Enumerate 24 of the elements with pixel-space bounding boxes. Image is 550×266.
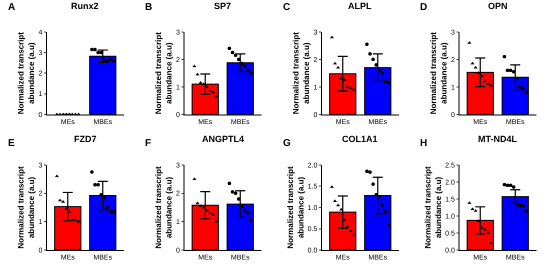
y-axis-title: Normalized transcript abundance (a.u) [429, 32, 449, 114]
chart-title: Runx2 [71, 1, 99, 11]
y-axis-title: Normalized transcript abundance (a.u) [154, 32, 174, 114]
chart-title: ANGPTL4 [202, 134, 244, 144]
text: F [145, 138, 152, 149]
chart-title: ALPL [348, 1, 372, 11]
text: G [283, 138, 291, 149]
chart-title: OPN [488, 1, 508, 11]
y-axis-title: Normalized transcript abundance (a.u) [16, 166, 36, 249]
chart-title: FZD7 [74, 134, 96, 144]
text: C [283, 2, 290, 13]
text: D [420, 2, 428, 13]
y-axis-title: Normalized transcript abundance (a.u) [292, 32, 312, 114]
y-axis-title: Normalized transcript abundance (a.u) [286, 166, 306, 249]
text: H [420, 138, 428, 149]
y-axis-title: Normalized transcript abundance (a.u) [423, 166, 443, 249]
text: B [145, 2, 152, 13]
y-axis-title: Normalized transcript abundance (a.u) [16, 32, 36, 114]
chart-title: MT-ND4L [478, 134, 518, 144]
text: A [8, 2, 16, 13]
chart-title: SP7 [214, 1, 232, 11]
y-axis-title: Normalized transcript abundance (a.u) [154, 166, 174, 249]
chart-title: COL1A1 [342, 134, 378, 144]
text: E [8, 138, 15, 149]
